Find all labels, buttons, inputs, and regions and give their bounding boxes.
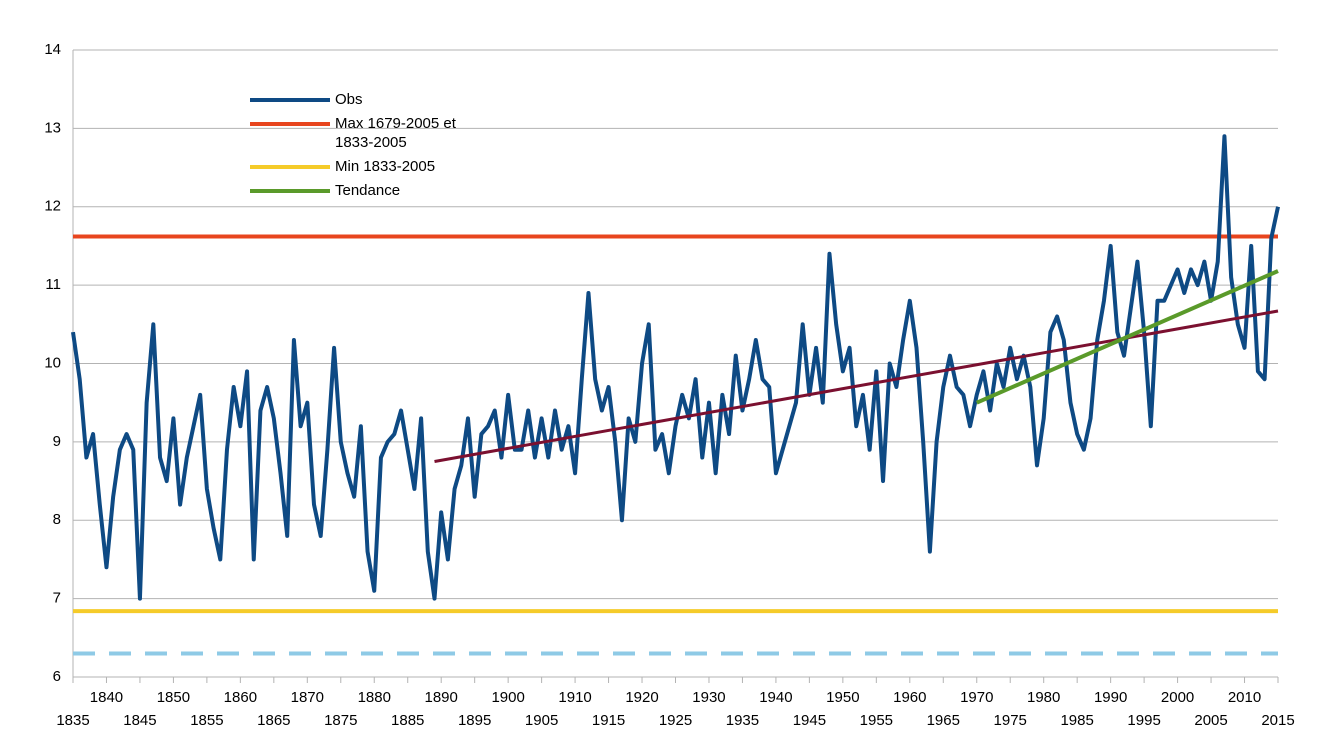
y-tick-label: 9 [53,433,61,450]
y-tick-label: 8 [53,511,61,528]
legend-item: Tendance [250,181,490,200]
legend-key [250,122,330,126]
legend-label: Obs [335,91,363,108]
x-tick-label: 2015 [1261,712,1294,729]
x-tick-label: 2010 [1228,689,1261,706]
y-tick-label: 13 [44,119,61,136]
legend-label: Min 1833-2005 [335,158,436,175]
x-tick-label: 1990 [1094,689,1127,706]
y-tick-label: 12 [44,198,61,215]
series-line [434,309,1279,463]
legend-label: Tendance [335,182,401,199]
x-tick-label: 1945 [793,712,826,729]
x-tick-label: 1915 [592,712,625,729]
x-tick-label: 1885 [391,712,424,729]
legend-item: Max 1679-2005 et 1833-2005 [250,114,490,152]
y-tick-label: 11 [45,276,61,293]
x-tick-label: 1850 [157,689,190,706]
x-tick-label: 1865 [257,712,290,729]
x-tick-label: 1840 [90,689,123,706]
x-tick-label: 1955 [860,712,893,729]
x-tick-label: 1870 [291,689,324,706]
x-tick-label: 1860 [224,689,257,706]
x-tick-label: 1950 [826,689,859,706]
legend-key [250,189,330,193]
x-tick-label: 1940 [759,689,792,706]
x-tick-label: 1930 [692,689,725,706]
x-tick-label: 1980 [1027,689,1060,706]
y-tick-label: 10 [44,354,61,371]
x-tick-label: 1985 [1060,712,1093,729]
x-tick-label: 1905 [525,712,558,729]
x-tick-label: 2000 [1161,689,1194,706]
x-tick-label: 1925 [659,712,692,729]
x-tick-label: 1895 [458,712,491,729]
x-tick-label: 1935 [726,712,759,729]
y-tick-label: 6 [53,668,61,685]
x-tick-label: 1880 [358,689,391,706]
y-tick-label: 14 [44,41,61,58]
x-tick-label: 1835 [56,712,89,729]
x-tick-label: 1845 [123,712,156,729]
legend-key [250,98,330,102]
x-tick-label: 1890 [425,689,458,706]
legend-item: Obs [250,90,490,109]
x-tick-label: 1875 [324,712,357,729]
series-line [71,134,1280,601]
legend-item: Min 1833-2005 [250,157,490,176]
x-tick-label: 1855 [190,712,223,729]
x-tick-label: 1975 [994,712,1027,729]
x-tick-label: 1910 [558,689,591,706]
legend-key [250,165,330,169]
x-tick-label: 1900 [491,689,524,706]
x-tick-label: 1960 [893,689,926,706]
legend: Obs Max 1679-2005 et 1833-2005 Min 1833-20… [250,90,490,205]
y-tick-label: 7 [53,590,61,607]
x-tick-label: 1965 [927,712,960,729]
x-tick-label: 1920 [625,689,658,706]
x-tick-label: 2005 [1194,712,1227,729]
legend-label: Max 1679-2005 et 1833-2005 [335,115,456,151]
series-line [975,269,1279,405]
x-tick-label: 1970 [960,689,993,706]
x-tick-label: 1995 [1127,712,1160,729]
